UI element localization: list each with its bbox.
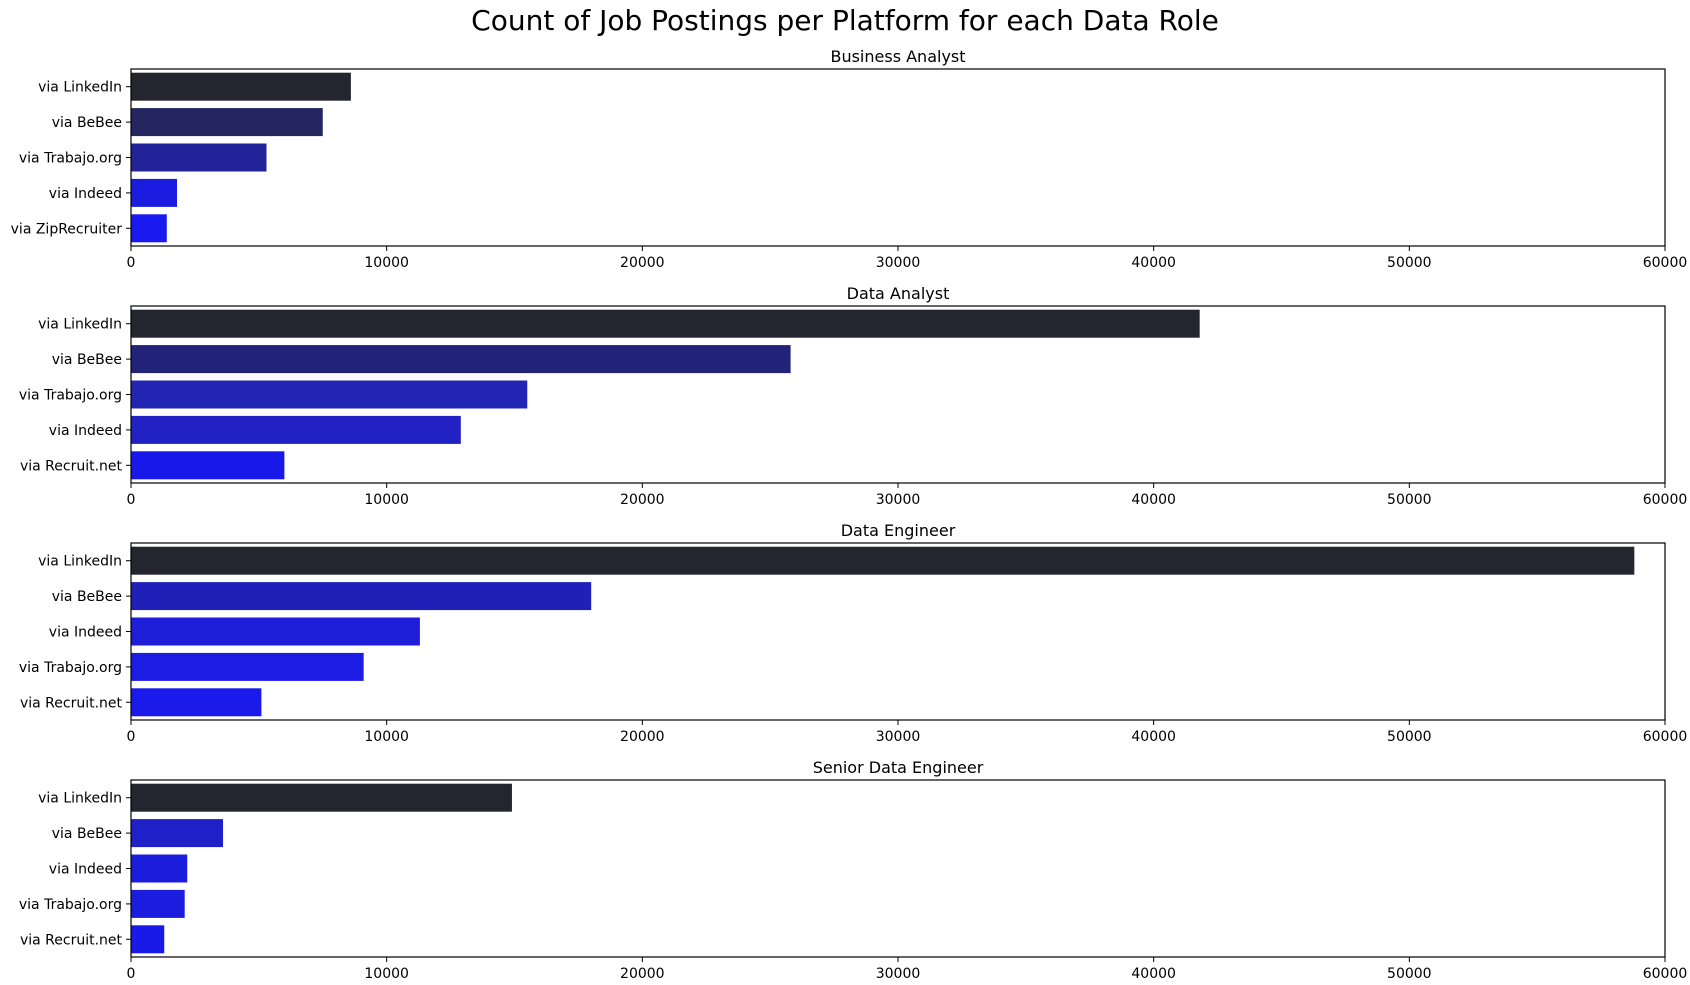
category-label: via BeBee [52,352,122,368]
bar [131,652,364,681]
category-label: via BeBee [52,589,122,605]
category-label: via Recruit.net [20,932,123,948]
bar [131,415,461,444]
category-label: via Recruit.net [20,458,123,474]
bar [131,72,351,101]
bar [131,178,178,207]
x-tick-label: 60000 [1643,729,1688,745]
x-tick-label: 10000 [364,966,409,982]
x-tick-label: 30000 [876,255,921,271]
bar [131,345,791,374]
bar [131,451,285,480]
x-tick-label: 30000 [876,729,921,745]
chart-panel: Data Analyst via LinkedIn via BeBee via Tra… [19,284,1687,508]
panel-title: Senior Data Engineer [813,758,984,777]
x-tick-label: 10000 [364,729,409,745]
x-tick-label: 0 [127,729,136,745]
plot-frame [130,68,1666,247]
category-label: via LinkedIn [38,791,122,807]
x-tick-label: 10000 [364,255,409,271]
x-tick-label: 50000 [1387,729,1432,745]
bar [131,925,165,954]
chart-panel: Data Engineer via LinkedIn via BeBee via In… [19,521,1687,745]
category-label: via LinkedIn [38,317,122,333]
x-tick-label: 50000 [1387,966,1432,982]
x-tick-label: 60000 [1643,255,1688,271]
bar [131,783,512,812]
bar [131,546,1635,575]
x-tick-label: 60000 [1643,966,1688,982]
x-tick-label: 50000 [1387,492,1432,508]
x-tick-label: 10000 [364,492,409,508]
x-tick-label: 40000 [1131,729,1176,745]
panel-title: Data Engineer [841,521,956,540]
chart-panel: Business Analyst via LinkedIn via BeBee via… [11,47,1688,271]
x-tick-label: 0 [127,492,136,508]
category-label: via BeBee [52,115,122,131]
x-tick-label: 50000 [1387,255,1432,271]
x-tick-label: 40000 [1131,492,1176,508]
bar [131,214,167,243]
category-label: via BeBee [52,826,122,842]
bar [131,889,185,918]
x-tick-label: 60000 [1643,492,1688,508]
x-tick-label: 20000 [620,255,665,271]
bar [131,380,528,409]
category-label: via Trabajo.org [19,388,122,404]
x-tick-label: 30000 [876,492,921,508]
category-label: via Indeed [49,862,122,878]
x-tick-label: 0 [127,966,136,982]
category-label: via ZipRecruiter [11,221,123,237]
panel-title: Business Analyst [830,47,965,66]
x-tick-label: 20000 [620,492,665,508]
bar [131,617,420,646]
category-label: via Indeed [49,625,122,641]
x-tick-label: 30000 [876,966,921,982]
bar [131,582,592,611]
x-tick-label: 20000 [620,966,665,982]
bar [131,688,262,717]
x-tick-label: 20000 [620,729,665,745]
bar [131,309,1200,338]
category-label: via Trabajo.org [19,151,122,167]
bar [131,854,188,883]
bar [131,108,323,137]
x-tick-label: 0 [127,255,136,271]
category-label: via Indeed [49,186,122,202]
category-label: via Indeed [49,423,122,439]
x-tick-label: 40000 [1131,255,1176,271]
category-label: via Trabajo.org [19,660,122,676]
category-label: via LinkedIn [38,554,122,570]
figure-title: Count of Job Postings per Platform for e… [471,4,1219,37]
chart-panel: Senior Data Engineer via LinkedIn via BeBe… [19,758,1687,982]
category-label: via LinkedIn [38,80,122,96]
category-label: via Recruit.net [20,695,123,711]
x-tick-label: 40000 [1131,966,1176,982]
bar [131,143,267,172]
category-label: via Trabajo.org [19,897,122,913]
panel-title: Data Analyst [847,284,950,303]
bar [131,819,224,848]
